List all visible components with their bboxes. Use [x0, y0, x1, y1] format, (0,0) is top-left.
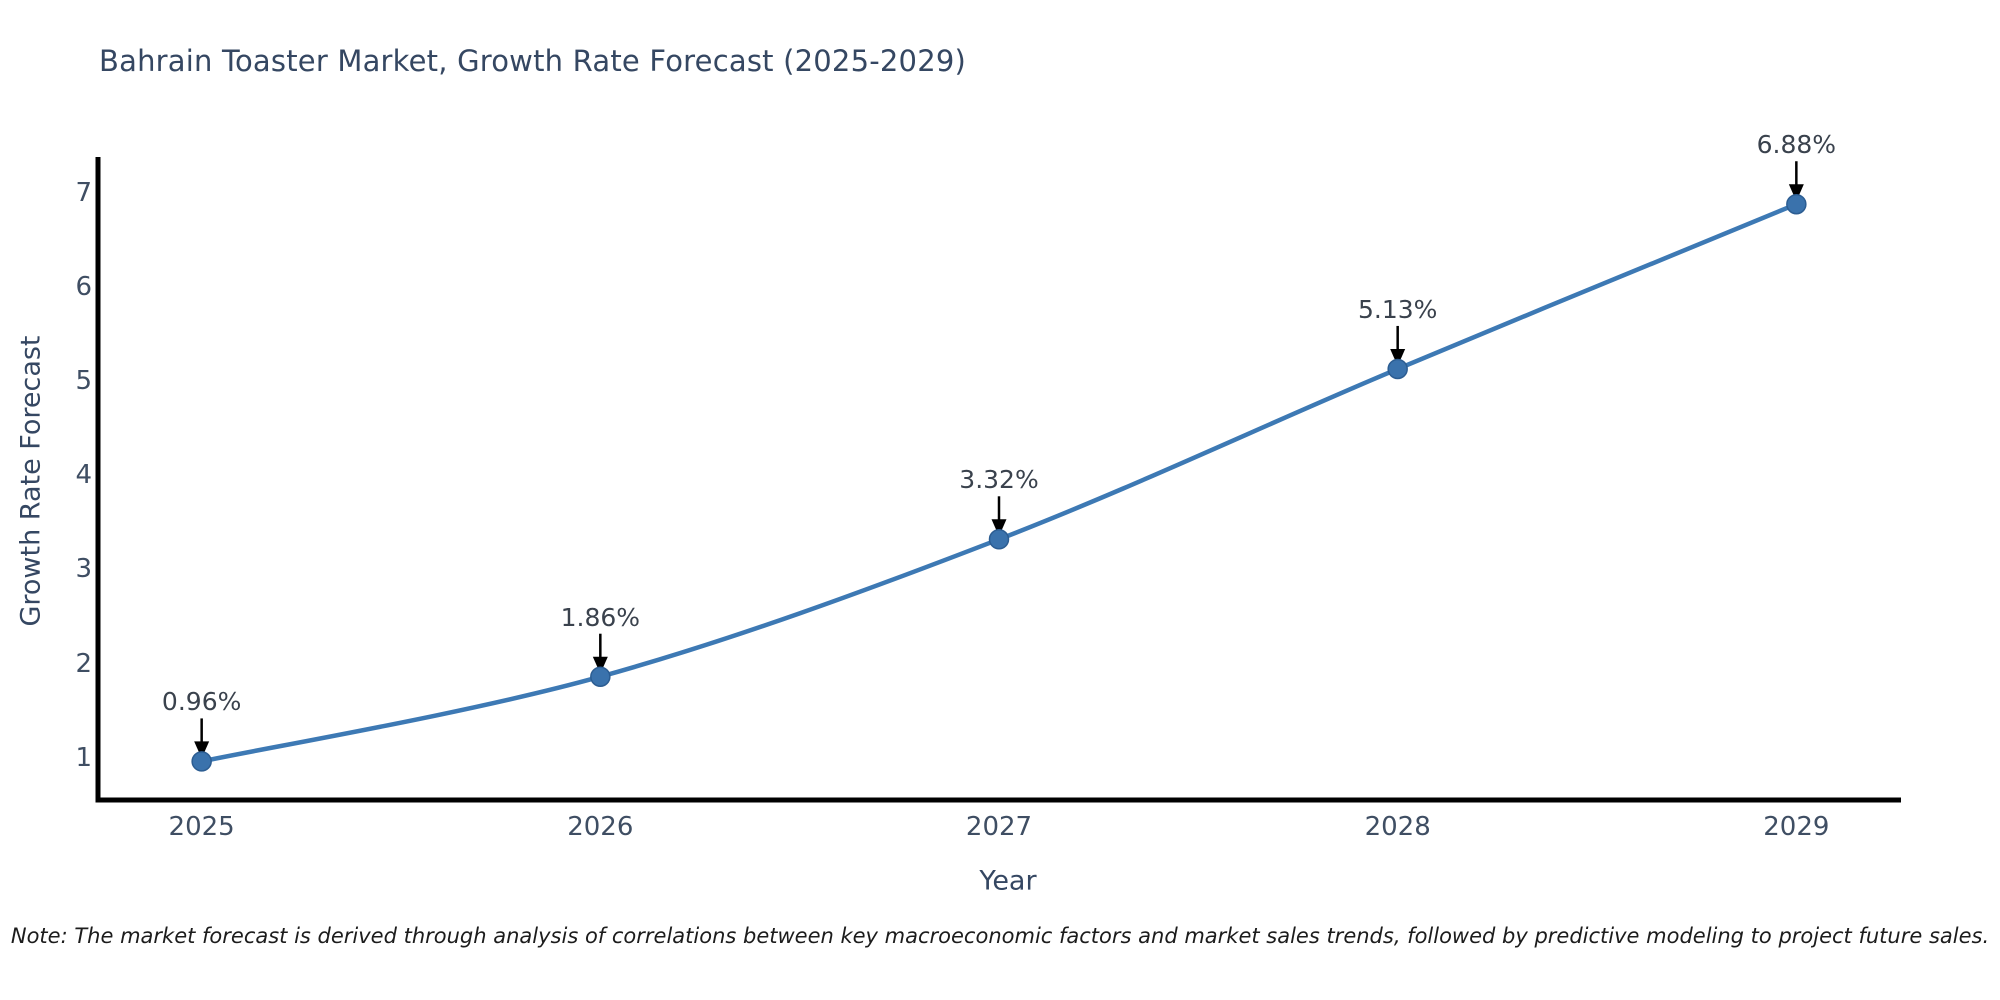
y-tick-label: 5: [75, 366, 92, 397]
data-point-marker: [988, 529, 1010, 550]
data-point-marker: [590, 666, 611, 687]
y-axis-title: Growth Rate Forecast: [15, 335, 47, 627]
axis-spines: [95, 157, 1901, 803]
y-tick-label: 7: [75, 177, 92, 208]
x-tick-label: 2026: [567, 812, 634, 842]
data-point-marker: [191, 751, 212, 772]
x-tick-label: 2025: [168, 812, 235, 842]
data-point-marker: [1786, 193, 1807, 215]
annotation-arrow-head: [1390, 348, 1406, 366]
y-tick-label: 1: [75, 742, 92, 773]
data-point-label: 3.32%: [959, 465, 1039, 495]
x-axis-title: Year: [979, 865, 1037, 897]
footnote: Note: The market forecast is derived thr…: [10, 924, 1990, 948]
data-point-label: 5.13%: [1357, 294, 1438, 324]
annotation-arrow-head: [991, 519, 1007, 537]
x-tick-label: 2029: [1763, 812, 1830, 842]
data-point-label: 1.86%: [560, 602, 641, 632]
data-point-label: 6.88%: [1756, 130, 1837, 160]
y-tick-label: 4: [75, 460, 92, 491]
data-point-label: 0.96%: [161, 687, 242, 717]
y-tick-label: 2: [75, 648, 92, 679]
x-tick-label: 2027: [965, 812, 1033, 842]
y-tick-label: 3: [75, 554, 92, 585]
y-tick-label: 6: [75, 272, 92, 303]
annotation-arrow-head: [1788, 184, 1804, 202]
chart-title: Bahrain Toaster Market, Growth Rate Fore…: [99, 44, 967, 78]
annotation-arrow-head: [592, 656, 608, 674]
annotation-arrow-head: [194, 741, 210, 759]
data-point-marker: [1387, 358, 1408, 380]
x-tick-label: 2028: [1364, 812, 1431, 842]
